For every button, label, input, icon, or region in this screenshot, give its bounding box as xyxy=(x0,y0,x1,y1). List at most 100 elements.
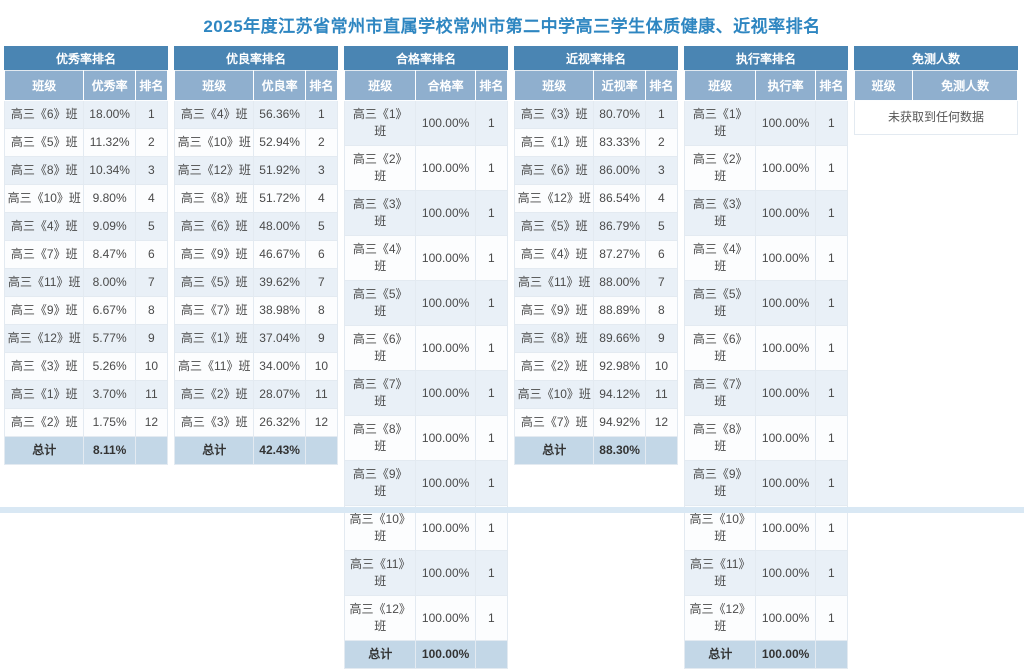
table-cell: 1 xyxy=(814,460,849,506)
table-cell: 100.00% xyxy=(415,370,476,416)
table-cell: 100.00% xyxy=(755,100,816,146)
table-cell: 100.00% xyxy=(755,550,816,596)
table-cell: 11 xyxy=(304,380,339,409)
table-cell: 1 xyxy=(814,325,849,371)
column-header: 排名 xyxy=(134,70,169,101)
table-cell: 88.89% xyxy=(593,296,646,325)
table-cell: 51.72% xyxy=(253,184,306,213)
table-cell: 10.34% xyxy=(83,156,136,185)
table-cell: 高三《2》班 xyxy=(513,352,595,381)
table-row: 高三《6》班 48.00% 5 xyxy=(173,212,339,241)
table-cell: 100.00% xyxy=(755,415,816,461)
table-cell: 48.00% xyxy=(253,212,306,241)
table-cell: 高三《12》班 xyxy=(3,324,85,353)
column-header: 执行率 xyxy=(755,70,816,101)
table-cell: 39.62% xyxy=(253,268,306,297)
table-row: 高三《2》班 1.75% 12 xyxy=(3,408,169,437)
ranking-table: 班级 近视率 排名 高三《3》班 80.70% 1 高三《1》班 83.33% 2 高三《6》班 8… xyxy=(513,70,679,465)
table-cell: 12 xyxy=(134,408,169,437)
table-row: 高三《5》班 11.32% 2 xyxy=(3,128,169,157)
table-cell: 6.67% xyxy=(83,296,136,325)
table-cell: 1 xyxy=(474,280,509,326)
table-row: 高三《7》班 100.00% 1 xyxy=(683,370,849,416)
table-cell: 86.54% xyxy=(593,184,646,213)
table-cell: 3 xyxy=(304,156,339,185)
table-cell: 高三《1》班 xyxy=(173,324,255,353)
table-cell: 高三《11》班 xyxy=(513,268,595,297)
table-cell: 100.00% xyxy=(755,145,816,191)
table-cell: 86.00% xyxy=(593,156,646,185)
table-cell: 100.00% xyxy=(415,100,476,146)
table-cell: 高三《3》班 xyxy=(173,408,255,437)
total-cell: 总计 xyxy=(683,640,757,669)
column-header: 班级 xyxy=(173,70,255,101)
table-cell: 高三《9》班 xyxy=(683,460,757,506)
table-pass-rate: 合格率排名 班级 合格率 排名 高三《1》班 100.00% 1 高三《2》班 100.00%… xyxy=(343,46,509,669)
table-title: 合格率排名 xyxy=(344,46,508,70)
table-row: 高三《12》班 5.77% 9 xyxy=(3,324,169,353)
empty-message: 未获取到任何数据 xyxy=(854,100,1018,135)
table-title: 优良率排名 xyxy=(174,46,338,70)
column-header: 排名 xyxy=(644,70,679,101)
column-header: 优良率 xyxy=(253,70,306,101)
table-row: 高三《12》班 86.54% 4 xyxy=(513,184,679,213)
table-cell: 18.00% xyxy=(83,100,136,129)
table-row: 高三《3》班 100.00% 1 xyxy=(683,190,849,236)
table-cell: 100.00% xyxy=(415,325,476,371)
table-exempt-count: 免测人数 班级 免测人数 未获取到任何数据 xyxy=(853,46,1018,135)
table-cell: 1 xyxy=(474,370,509,416)
total-row: 总计 42.43% xyxy=(173,436,339,465)
tables-container: 优秀率排名 班级 优秀率 排名 高三《6》班 18.00% 1 高三《5》班 11.32% 2 高… xyxy=(0,46,1024,669)
table-cell: 1 xyxy=(814,100,849,146)
table-row: 高三《9》班 100.00% 1 xyxy=(683,460,849,506)
table-cell: 100.00% xyxy=(415,235,476,281)
table-row: 高三《5》班 39.62% 7 xyxy=(173,268,339,297)
table-row: 高三《6》班 100.00% 1 xyxy=(343,325,509,371)
column-header: 近视率 xyxy=(593,70,646,101)
table-header-row: 班级 执行率 排名 xyxy=(683,70,849,101)
table-cell: 高三《9》班 xyxy=(343,460,417,506)
total-cell: 总计 xyxy=(513,436,595,465)
table-cell: 10 xyxy=(304,352,339,381)
page-title: 2025年度江苏省常州市直属学校常州市第二中学高三学生体质健康、近视率排名 xyxy=(203,17,821,36)
table-cell: 高三《4》班 xyxy=(343,235,417,281)
table-row: 高三《2》班 92.98% 10 xyxy=(513,352,679,381)
column-header: 合格率 xyxy=(415,70,476,101)
table-cell: 37.04% xyxy=(253,324,306,353)
table-row: 高三《4》班 100.00% 1 xyxy=(683,235,849,281)
column-header: 班级 xyxy=(3,70,85,101)
table-header-row: 班级 近视率 排名 xyxy=(513,70,679,101)
table-cell: 28.07% xyxy=(253,380,306,409)
table-cell: 100.00% xyxy=(415,280,476,326)
table-cell: 高三《2》班 xyxy=(173,380,255,409)
table-cell: 5 xyxy=(134,212,169,241)
table-cell: 5 xyxy=(304,212,339,241)
table-cell: 100.00% xyxy=(755,325,816,371)
column-header: 班级 xyxy=(513,70,595,101)
column-header: 优秀率 xyxy=(83,70,136,101)
table-cell: 9.09% xyxy=(83,212,136,241)
table-cell: 5 xyxy=(644,212,679,241)
table-row: 高三《8》班 100.00% 1 xyxy=(683,415,849,461)
table-row: 高三《1》班 100.00% 1 xyxy=(343,100,509,146)
table-row: 高三《3》班 26.32% 12 xyxy=(173,408,339,437)
table-row: 高三《9》班 100.00% 1 xyxy=(343,460,509,506)
table-cell: 高三《11》班 xyxy=(343,550,417,596)
table-row: 高三《11》班 100.00% 1 xyxy=(343,550,509,596)
table-cell: 高三《6》班 xyxy=(173,212,255,241)
table-cell: 高三《12》班 xyxy=(343,595,417,641)
table-cell: 高三《8》班 xyxy=(513,324,595,353)
table-cell: 2 xyxy=(644,128,679,157)
table-cell: 100.00% xyxy=(415,460,476,506)
column-header: 免测人数 xyxy=(912,70,1018,101)
table-row: 高三《12》班 100.00% 1 xyxy=(683,595,849,641)
table-cell: 高三《12》班 xyxy=(513,184,595,213)
table-cell: 9.80% xyxy=(83,184,136,213)
table-cell: 1 xyxy=(134,100,169,129)
table-cell: 7 xyxy=(304,268,339,297)
table-row: 高三《11》班 8.00% 7 xyxy=(3,268,169,297)
column-header: 班级 xyxy=(853,70,914,101)
table-cell: 高三《7》班 xyxy=(343,370,417,416)
table-title: 免测人数 xyxy=(854,46,1018,70)
table-row: 高三《1》班 83.33% 2 xyxy=(513,128,679,157)
